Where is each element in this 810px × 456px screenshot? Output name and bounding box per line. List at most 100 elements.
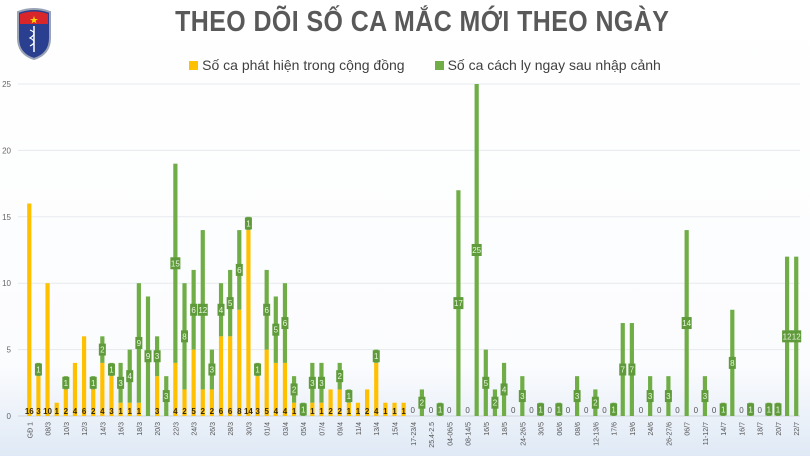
data-label-zero: 0	[447, 406, 452, 415]
x-tick-label: 20/7	[776, 422, 783, 436]
y-tick-label: 20	[2, 146, 11, 155]
data-label-box	[537, 403, 545, 416]
data-label-quarantine: 6	[191, 306, 196, 315]
data-label-box	[610, 403, 618, 416]
data-label-zero: 0	[694, 406, 699, 415]
data-label-community: 1	[392, 407, 397, 416]
data-label-box	[774, 403, 782, 416]
data-label-quarantine: 5	[228, 299, 233, 308]
data-label-box	[591, 396, 599, 409]
bar-community	[109, 376, 114, 416]
data-label-box	[144, 350, 152, 363]
y-tick-label: 15	[2, 213, 11, 222]
x-tick-label: 22/7	[794, 422, 801, 436]
data-label-quarantine: 1	[557, 405, 562, 414]
bar-community	[282, 362, 288, 416]
bar-community	[118, 402, 123, 416]
x-tick-label: 09/4	[338, 422, 345, 436]
data-label-community: 3	[109, 407, 114, 416]
bar-community	[173, 362, 178, 416]
bar-community	[328, 389, 333, 416]
data-label-box	[765, 403, 773, 416]
data-label-quarantine: 12	[783, 332, 792, 341]
bar-community	[63, 389, 68, 416]
y-tick-label: 10	[2, 279, 11, 288]
data-label-zero: 0	[602, 406, 607, 415]
x-tick-label: 22/3	[173, 422, 180, 436]
bar-community	[291, 402, 297, 416]
data-label-community: 8	[237, 407, 242, 416]
x-tick-label: 15/4	[393, 422, 400, 436]
data-label-community: 4	[73, 407, 78, 416]
data-label-zero: 0	[757, 406, 762, 415]
data-label-quarantine: 1	[611, 405, 616, 414]
data-label-quarantine: 3	[118, 379, 123, 388]
x-tick-label: 06/6	[557, 422, 564, 436]
data-label-community: 4	[173, 407, 178, 416]
x-tick-label: 11-12/7	[703, 422, 710, 445]
legend-label-quarantine: Số ca cách ly ngay sau nhập cảnh	[447, 57, 661, 73]
data-label-quarantine: 7	[630, 366, 635, 375]
data-label-box	[153, 350, 161, 363]
data-label-box	[290, 383, 298, 396]
x-tick-label: 13/4	[374, 422, 381, 436]
data-label-box	[254, 363, 262, 376]
bar-community	[392, 402, 397, 416]
data-label-quarantine: 3	[520, 392, 525, 401]
data-label-community: 1	[347, 407, 352, 416]
data-label-zero: 0	[465, 406, 470, 415]
data-label-quarantine: 14	[682, 319, 691, 328]
data-label-box	[62, 376, 70, 389]
bar-community	[200, 389, 205, 416]
data-label-box	[555, 403, 563, 416]
x-tick-label: 24-26/5	[520, 422, 527, 446]
data-label-community: 2	[328, 407, 333, 416]
data-label-quarantine: 1	[767, 405, 772, 414]
data-label-box	[299, 403, 307, 416]
data-label-community: 4	[283, 407, 288, 416]
y-tick-label: 25	[2, 80, 11, 89]
x-tick-label: 17-23/4	[411, 422, 418, 446]
x-tick-label: 28/3	[228, 422, 235, 436]
data-label-quarantine: 17	[454, 299, 463, 308]
data-label-quarantine: 3	[210, 366, 215, 375]
data-label-quarantine: 3	[164, 392, 169, 401]
x-tick-label: 10/3	[64, 422, 71, 436]
bar-community	[264, 349, 269, 416]
data-label-box	[308, 376, 316, 389]
bar-community	[310, 402, 315, 416]
data-label-community: 6	[228, 407, 233, 416]
data-label-box	[518, 390, 526, 403]
data-label-community: 3	[36, 407, 41, 416]
data-label-box	[281, 317, 289, 330]
bar-community	[319, 402, 324, 416]
data-label-community: 1	[128, 407, 133, 416]
x-tick-label: 16/3	[119, 422, 126, 436]
data-label-box	[747, 403, 755, 416]
data-label-quarantine: 1	[438, 405, 443, 414]
x-tick-label: GĐ 1	[27, 422, 34, 438]
data-label-community: 1	[310, 407, 315, 416]
data-label-box	[719, 403, 727, 416]
bar-community	[191, 349, 196, 416]
data-label-zero: 0	[657, 406, 662, 415]
data-label-community: 4	[374, 407, 379, 416]
data-label-quarantine: 1	[36, 366, 41, 375]
data-label-box	[453, 297, 464, 310]
data-label-quarantine: 15	[171, 259, 180, 268]
legend-item-quarantine: Số ca cách ly ngay sau nhập cảnh	[434, 57, 661, 73]
data-label-quarantine: 9	[137, 339, 142, 348]
x-tick-label: 24/3	[192, 422, 199, 436]
data-label-quarantine: 1	[721, 405, 726, 414]
data-label-community: 6	[82, 407, 87, 416]
data-label-box	[336, 370, 344, 383]
bar-community	[136, 402, 141, 416]
data-label-community: 2	[210, 407, 215, 416]
y-tick-label: 0	[7, 412, 12, 421]
data-label-quarantine: 12	[792, 332, 801, 341]
x-tick-label: 20/3	[155, 422, 162, 436]
data-label-quarantine: 2	[100, 346, 105, 355]
data-label-quarantine: 1	[347, 392, 352, 401]
bar-community	[383, 402, 388, 416]
bar-community	[218, 336, 224, 416]
